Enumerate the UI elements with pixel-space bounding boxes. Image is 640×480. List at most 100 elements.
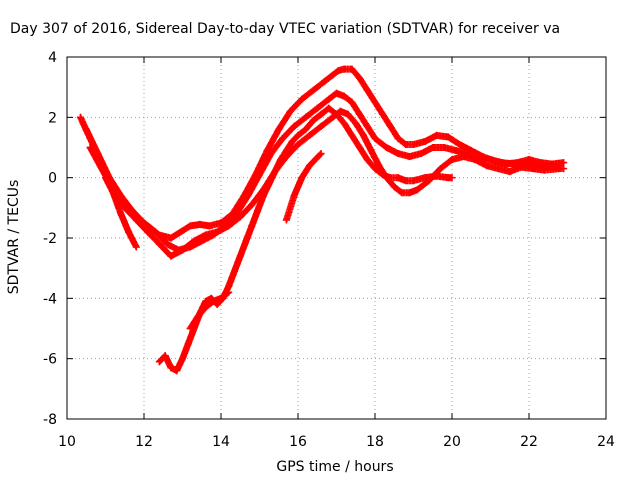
data-point xyxy=(259,192,267,200)
data-point xyxy=(179,355,186,363)
data-point xyxy=(213,228,221,236)
data-point xyxy=(410,140,417,148)
data-point xyxy=(98,165,106,173)
data-point xyxy=(236,252,244,260)
data-point xyxy=(290,122,298,130)
data-point xyxy=(267,150,275,158)
data-point xyxy=(356,110,364,118)
data-point xyxy=(471,156,479,164)
data-point xyxy=(356,144,364,151)
data-point xyxy=(556,165,564,173)
data-point xyxy=(429,144,437,151)
data-point xyxy=(317,110,325,118)
data-point xyxy=(167,252,175,260)
data-point xyxy=(248,222,256,230)
y-tick-label: 0 xyxy=(48,171,57,187)
data-point xyxy=(440,144,448,151)
data-point xyxy=(340,92,348,100)
data-point xyxy=(334,67,342,75)
data-point xyxy=(340,65,348,73)
x-tick-label: 14 xyxy=(212,434,230,450)
data-point xyxy=(498,159,506,167)
data-point xyxy=(248,201,256,209)
data-point xyxy=(363,156,371,164)
data-point xyxy=(298,174,306,182)
data-point xyxy=(302,125,310,133)
x-tick-label: 18 xyxy=(366,434,384,450)
data-point xyxy=(86,144,94,151)
data-point xyxy=(363,86,371,94)
data-point xyxy=(275,125,283,133)
data-point xyxy=(386,122,394,130)
data-point xyxy=(190,237,198,245)
data-point xyxy=(279,134,287,142)
data-point xyxy=(406,189,414,197)
data-point xyxy=(406,153,414,161)
data-point xyxy=(294,140,302,148)
data-point xyxy=(444,133,452,141)
data-point xyxy=(325,95,333,103)
series-track-4 xyxy=(155,104,456,375)
data-point xyxy=(460,153,468,161)
data-point xyxy=(344,110,352,118)
data-point xyxy=(230,267,238,275)
data-point xyxy=(383,144,391,151)
data-point xyxy=(144,228,152,236)
y-tick-label: -2 xyxy=(43,231,57,247)
data-point xyxy=(529,165,537,173)
data-point xyxy=(433,131,441,139)
data-point xyxy=(132,243,140,251)
data-point xyxy=(298,95,306,103)
data-point xyxy=(371,134,379,142)
y-axis-label: SDTVAR / TECUs xyxy=(6,180,22,295)
data-point xyxy=(225,282,233,290)
data-point xyxy=(340,119,348,127)
data-point xyxy=(286,107,294,115)
data-point xyxy=(313,104,321,112)
data-point xyxy=(254,207,262,215)
data-point xyxy=(196,220,204,228)
data-point xyxy=(186,325,194,332)
data-point xyxy=(242,237,250,245)
data-point xyxy=(125,228,133,236)
data-point xyxy=(371,165,379,173)
data-point xyxy=(321,77,329,85)
x-axis-label: GPS time / hours xyxy=(276,459,393,475)
data-point xyxy=(194,312,202,320)
data-point xyxy=(379,171,387,179)
y-tick-label: -4 xyxy=(43,291,57,307)
chart-title: Day 307 of 2016, Sidereal Day-to-day VTE… xyxy=(10,21,560,37)
data-point xyxy=(265,180,273,188)
x-tick-label: 24 xyxy=(597,434,615,450)
data-point xyxy=(179,246,186,254)
data-point xyxy=(163,240,171,248)
data-point xyxy=(277,156,285,164)
data-point xyxy=(202,303,210,311)
data-point xyxy=(417,150,425,158)
data-point xyxy=(294,131,302,139)
x-tick-label: 16 xyxy=(289,434,307,450)
data-point xyxy=(386,174,394,182)
data-point xyxy=(121,204,129,212)
series-track-5 xyxy=(102,174,140,251)
data-point xyxy=(448,156,456,164)
data-point xyxy=(329,71,337,79)
data-point xyxy=(402,140,410,148)
data-point xyxy=(352,119,360,127)
data-point xyxy=(271,168,279,176)
y-tick-label: -8 xyxy=(43,412,57,428)
data-point xyxy=(177,228,185,236)
data-point xyxy=(456,140,464,148)
data-point xyxy=(202,297,210,305)
data-point xyxy=(225,288,233,296)
data-point xyxy=(398,189,406,197)
series-track-6 xyxy=(282,150,325,224)
data-point xyxy=(288,137,296,145)
data-point xyxy=(390,183,398,191)
data-point xyxy=(173,367,181,375)
data-point xyxy=(209,297,217,305)
data-point xyxy=(132,216,140,224)
y-tick-label: 2 xyxy=(48,110,57,126)
